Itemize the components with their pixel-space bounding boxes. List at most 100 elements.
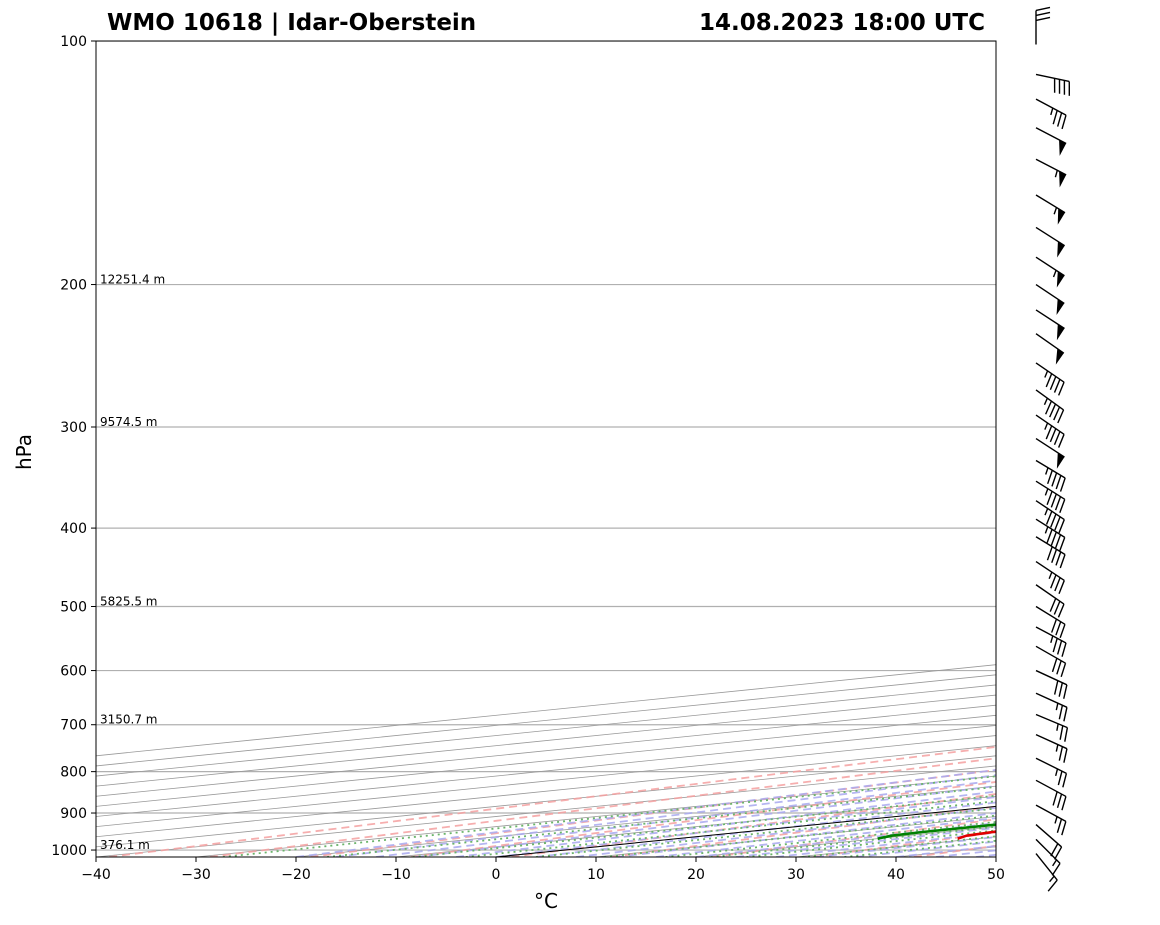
- isotherm-line: [595, 816, 996, 857]
- wind-barb-pennant: [1059, 139, 1067, 156]
- wind-barb-shaft: [1035, 73, 1070, 83]
- height-labels: 12251.4 m 9574.5 m 5825.5 m 3150.7 m 376.1 m: [100, 273, 165, 852]
- wind-barb-half-flag: [1055, 744, 1059, 752]
- profile-series: [877, 823, 996, 840]
- wind-barb-half-flag: [1043, 397, 1048, 406]
- wind-barb-half-flag: [1044, 508, 1049, 516]
- wind-barb-flag: [1050, 618, 1058, 633]
- wind-barb: [1035, 6, 1051, 45]
- y-axis-ticks: 100 200 300 400 500 600 700 800 900 1000: [51, 34, 96, 859]
- wind-barb-shaft: [1035, 645, 1066, 664]
- wind-barb-half-flag: [1045, 467, 1049, 475]
- x-tick-label: 0: [492, 867, 501, 883]
- x-tick-label: 30: [787, 867, 805, 883]
- wind-barb-flag: [1046, 470, 1053, 485]
- wind-barb-flag: [1049, 403, 1057, 418]
- mixing-ratio-line: [665, 821, 996, 857]
- x-tick-label: 50: [987, 867, 1005, 883]
- wind-barb: [1035, 560, 1065, 595]
- isotherm-line: [96, 745, 996, 838]
- wind-barb-half-flag: [1056, 723, 1059, 731]
- wind-barb-pennant: [1055, 348, 1064, 365]
- wind-barb-shaft: [1035, 605, 1066, 625]
- wind-barbs: [1035, 6, 1071, 892]
- wind-barb-shaft: [1035, 256, 1065, 277]
- wind-barb-flag: [1052, 638, 1058, 653]
- isotherm-line: [995, 856, 996, 857]
- wind-barb-shaft: [1035, 98, 1067, 116]
- wind-barb-half-flag: [1049, 875, 1055, 883]
- y-tick-label: 100: [60, 34, 87, 50]
- wind-barb-flag: [1062, 773, 1068, 788]
- isotherm-line: [96, 755, 996, 848]
- wind-barb-flag: [1053, 600, 1061, 615]
- moist-adiabat-line: [815, 836, 996, 857]
- wind-barb-flag: [1057, 409, 1065, 424]
- wind-barb-flag: [1051, 863, 1061, 876]
- moist-adiabat-line: [695, 822, 996, 857]
- wind-barb-flag: [1061, 821, 1067, 836]
- x-tick-label: −20: [281, 867, 311, 883]
- chart-title-left: WMO 10618 | Idar-Oberstein: [107, 10, 476, 36]
- wind-barb-flag: [1035, 16, 1051, 22]
- wind-barb-flag: [1055, 621, 1062, 636]
- wind-barb-flag: [1059, 477, 1066, 492]
- wind-barb: [1035, 626, 1067, 657]
- wind-barb-half-flag: [1044, 422, 1049, 430]
- dry-adiabat-line: [209, 757, 996, 857]
- wind-barb: [1035, 309, 1065, 341]
- wind-barb-flag: [1058, 746, 1064, 761]
- wind-barb-flag: [1035, 11, 1051, 17]
- wind-barb-flag: [1049, 376, 1057, 391]
- wind-barb-half-flag: [1044, 526, 1049, 534]
- wind-barb: [1035, 733, 1068, 763]
- wind-barb-shaft: [1035, 362, 1065, 383]
- wind-barb-shaft: [1035, 518, 1066, 538]
- wind-barb: [1035, 459, 1066, 492]
- y-tick-label: 400: [60, 521, 87, 537]
- wind-barb-flag: [1053, 406, 1061, 421]
- wind-barb-flag: [1054, 577, 1061, 592]
- wind-barb: [1035, 283, 1065, 316]
- isotherm-line: [96, 694, 996, 787]
- wind-barb-half-flag: [1048, 571, 1053, 580]
- wind-barb-flag: [1050, 531, 1057, 546]
- height-label: 9574.5 m: [100, 415, 158, 429]
- wind-barb: [1035, 804, 1067, 836]
- wind-barb: [1035, 437, 1065, 469]
- wind-barb-flag: [1061, 114, 1067, 130]
- wind-barb: [1035, 779, 1067, 811]
- wind-barb-shaft: [1035, 158, 1067, 176]
- wind-barb-flag: [1051, 658, 1058, 673]
- height-label: 12251.4 m: [100, 273, 165, 287]
- isotherm-line: [96, 725, 996, 817]
- moist-adiabat-line: [935, 849, 996, 857]
- wind-barb-half-flag: [1054, 170, 1058, 178]
- dry-adiabat-line: [310, 769, 996, 857]
- moist-adiabat-line: [375, 779, 996, 857]
- wind-barb: [1035, 518, 1066, 552]
- wind-barb-shaft: [1035, 500, 1065, 521]
- wind-barb-shaft: [1035, 560, 1065, 582]
- wind-barb-flag: [1051, 472, 1058, 487]
- wind-barb-flag: [1046, 491, 1053, 506]
- wind-barb: [1035, 713, 1069, 742]
- wind-barb-half-flag: [1054, 816, 1058, 824]
- y-tick-label: 800: [60, 765, 87, 781]
- wind-barb-flag: [1045, 373, 1053, 388]
- moist-adiabat-line: [455, 790, 996, 857]
- x-axis-label: °C: [534, 889, 558, 913]
- isotherm-line: [695, 826, 996, 857]
- x-tick-label: −40: [81, 867, 111, 883]
- wind-barb-flag: [1058, 519, 1065, 534]
- wind-barb-flag: [1054, 534, 1062, 549]
- wind-barb-flag: [1061, 796, 1067, 811]
- mixing-ratio-line: [222, 775, 996, 857]
- wind-barb-flag: [1054, 516, 1061, 531]
- wind-barb-shaft: [1035, 194, 1066, 214]
- wind-barb-flag: [1059, 499, 1066, 514]
- wind-barb-flag: [1044, 400, 1053, 415]
- isotherm-line: [96, 664, 996, 757]
- wind-barb: [1035, 757, 1068, 788]
